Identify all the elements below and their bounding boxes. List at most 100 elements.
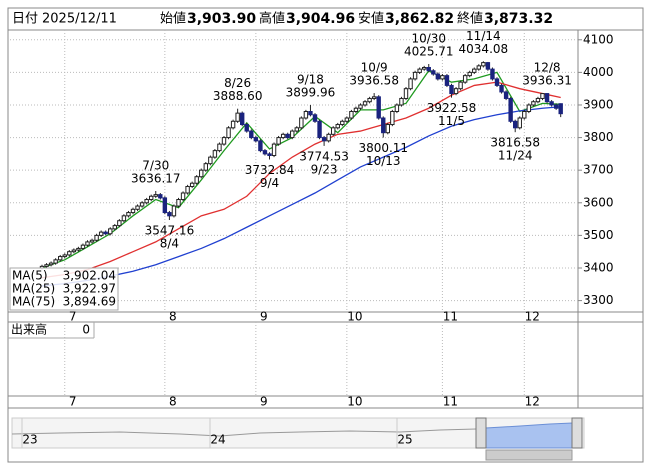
- candle-body: [244, 124, 249, 132]
- candle-body: [376, 96, 381, 119]
- annotation-date: 10/30: [411, 31, 446, 45]
- x-tick-label: 10: [347, 395, 362, 409]
- annotation-date: 7/30: [142, 158, 169, 172]
- candle-body: [513, 120, 518, 129]
- candle-body: [467, 71, 472, 77]
- candle-body: [158, 194, 163, 199]
- y-tick-label: 3400: [583, 260, 614, 274]
- candle-body: [67, 251, 72, 256]
- candle-body: [522, 111, 527, 119]
- annotation-value: 3888.60: [213, 89, 263, 103]
- legend-name: MA(25): [12, 282, 55, 296]
- navigator: 23 24 25: [11, 417, 585, 461]
- field-name: 始値: [160, 11, 186, 27]
- navigator-selection[interactable]: [485, 422, 573, 449]
- annotation-value: 3774.53: [299, 149, 349, 163]
- candle-body: [399, 97, 404, 106]
- annotation-value: 3936.31: [522, 74, 572, 88]
- candle-body: [503, 91, 509, 99]
- candle-body: [458, 81, 463, 90]
- annotation-value: 3732.84: [245, 163, 295, 177]
- candle-body: [208, 156, 213, 165]
- candle-body: [326, 133, 331, 142]
- annotation-date: 10/9: [361, 61, 388, 75]
- candle-body: [312, 114, 318, 122]
- annotation-value: 4025.71: [404, 44, 454, 58]
- candle-body: [426, 66, 431, 72]
- candle-body: [558, 103, 563, 115]
- candle-body: [121, 215, 127, 222]
- annotation-date: 11/24: [498, 149, 533, 163]
- candle-body: [235, 112, 240, 122]
- annotation-value: 3922.58: [427, 101, 477, 115]
- x-tick-label: 11: [443, 395, 458, 409]
- field-value: 3,903.90: [187, 11, 256, 27]
- x-tick-label: 12: [525, 395, 540, 409]
- candle-body: [176, 199, 181, 207]
- candle-body: [303, 111, 309, 119]
- candle-body: [526, 104, 532, 113]
- candle-body: [540, 93, 545, 99]
- y-tick-label: 3500: [583, 228, 614, 242]
- candle-body: [130, 208, 136, 214]
- candle-body: [117, 220, 122, 227]
- candle-body: [422, 66, 427, 70]
- y-tick-label: 3700: [583, 163, 614, 177]
- candle-body: [553, 104, 559, 109]
- candle-body: [403, 88, 409, 99]
- candle-body: [462, 75, 468, 83]
- candle-body: [353, 107, 359, 113]
- field-name: 終値: [457, 11, 483, 27]
- x-tick-label: 7: [69, 310, 77, 324]
- x-tick-label: 7: [69, 395, 77, 409]
- candle-body: [112, 225, 117, 230]
- annotation-value: 3547.16: [145, 224, 195, 238]
- candle-body: [276, 137, 281, 145]
- candle-body: [189, 182, 195, 187]
- candle-body: [62, 254, 67, 258]
- candle-body: [76, 247, 81, 251]
- candle-body: [226, 127, 231, 139]
- annotation-value: 3636.17: [131, 171, 181, 185]
- candle-body: [71, 249, 77, 253]
- legend-name: MA(5): [12, 269, 48, 283]
- x-tick-label: 9: [260, 310, 268, 324]
- candle-body: [440, 75, 445, 80]
- field-name: 安値: [358, 11, 384, 27]
- candle-body: [108, 228, 113, 235]
- candle-body: [331, 127, 336, 135]
- candle-body: [535, 97, 541, 103]
- y-tick-label: 3600: [583, 195, 614, 209]
- x-tick-label: 8: [169, 395, 177, 409]
- candle-body: [499, 84, 504, 93]
- candle-body: [212, 150, 218, 158]
- candle-body: [358, 104, 363, 109]
- candle-body: [390, 111, 395, 126]
- scrollbar-thumb[interactable]: [485, 449, 573, 461]
- annotation-value: 3800.11: [358, 141, 408, 155]
- candle-body: [98, 231, 104, 236]
- candle-body: [89, 239, 95, 243]
- candle-body: [171, 205, 177, 217]
- candle-body: [230, 120, 236, 129]
- candle-body: [149, 195, 154, 201]
- navigator-handle-left[interactable]: [475, 417, 487, 449]
- x-tick-label: 11: [443, 310, 458, 324]
- candle-body: [103, 231, 108, 235]
- annotation-date: 12/8: [534, 61, 561, 75]
- candle-body: [531, 101, 536, 106]
- candle-body: [481, 62, 486, 67]
- field-value: 3,873.32: [484, 11, 553, 27]
- candle-body: [371, 96, 377, 99]
- y-tick-label: 3900: [583, 97, 614, 111]
- candle-body: [394, 104, 400, 113]
- navigator-handle-right[interactable]: [571, 417, 583, 449]
- candle-body: [180, 192, 186, 201]
- candle-body: [308, 111, 313, 116]
- candle-body: [262, 150, 268, 155]
- candle-body: [344, 117, 350, 122]
- x-tick-label: 10: [347, 310, 362, 324]
- navigator-label: 24: [210, 433, 225, 447]
- candle-body: [544, 93, 550, 103]
